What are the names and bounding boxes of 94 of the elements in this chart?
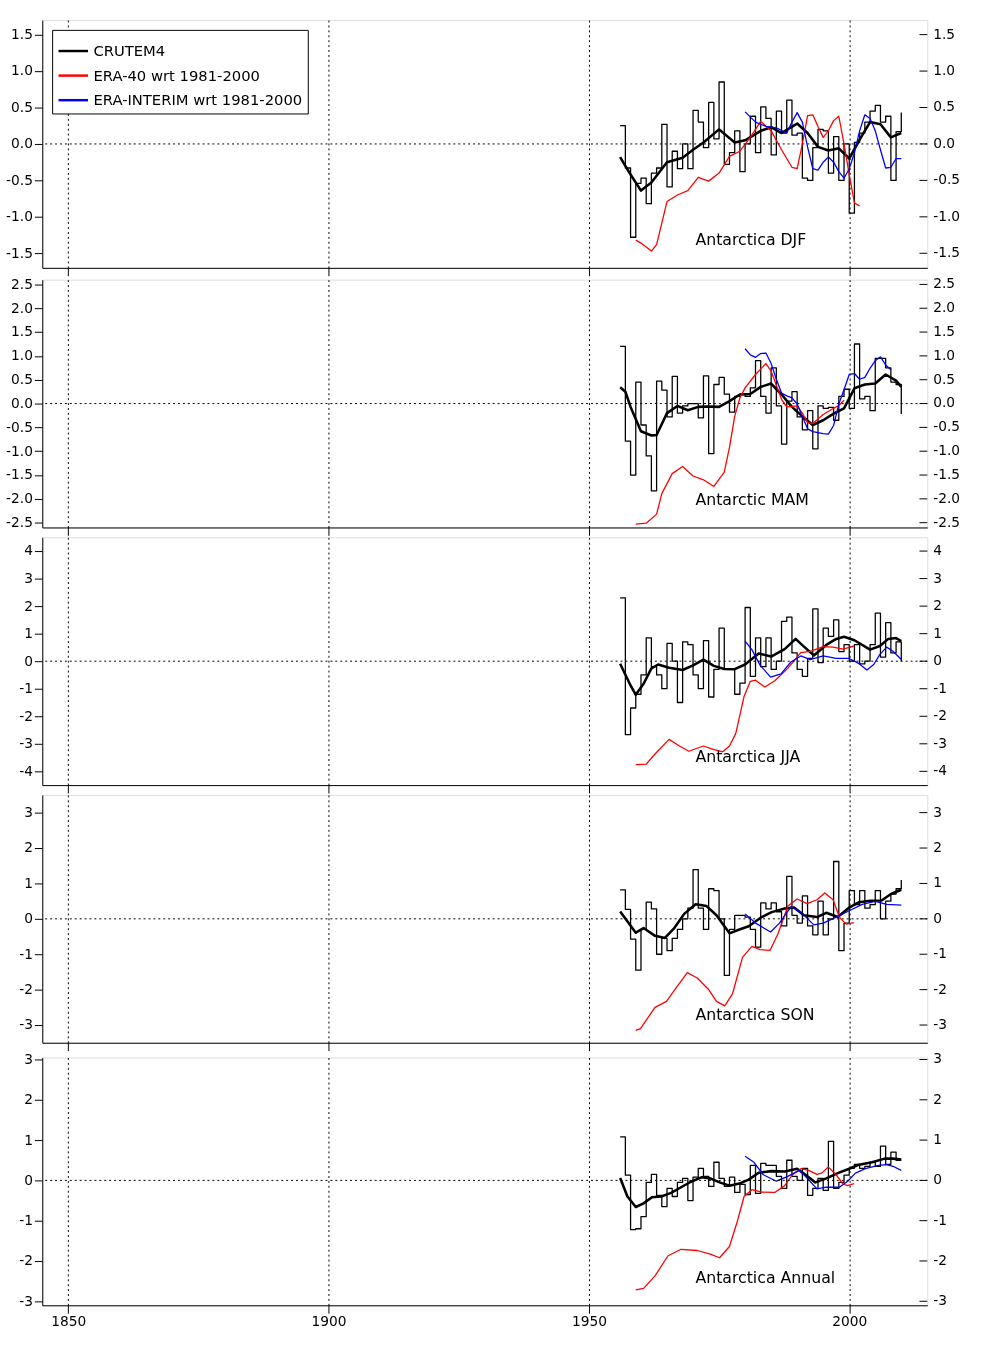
y2-tick-label: 2.0 <box>11 299 33 316</box>
y2-tick-label: 0.5 <box>11 371 33 388</box>
y2-tick-label: -4 <box>19 762 33 779</box>
legend-label: ERA-40 wrt 1981-2000 <box>93 66 260 84</box>
y2-tick-label: 0 <box>24 910 33 927</box>
y2-tick-label: -2.0 <box>6 490 33 507</box>
annotation: Antarctica DJF <box>695 230 807 250</box>
y-tick-label: -1 <box>933 1211 947 1228</box>
y2-tick-label: 2 <box>24 1091 33 1108</box>
y2-tick-label: -1.0 <box>6 442 33 459</box>
y-tick-label: 2 <box>933 838 942 855</box>
y-tick-label: -3 <box>933 734 947 751</box>
y2-tick-label: 0 <box>24 652 33 669</box>
legend-label: CRUTEM4 <box>93 41 166 59</box>
y2-tick-label: 0 <box>24 1171 33 1188</box>
legend-label: ERA-INTERIM wrt 1981-2000 <box>93 91 303 109</box>
y2-tick-label: 1 <box>24 874 33 891</box>
annotation: Antarctic MAM <box>695 489 809 509</box>
y2-tick-label: 0.0 <box>11 394 33 411</box>
y-tick-label: 1 <box>933 1131 942 1148</box>
y-tick-label: -1.5 <box>933 244 961 261</box>
y2-tick-label: -1.5 <box>6 466 33 483</box>
y2-tick-label: 3 <box>24 570 33 587</box>
y-tick-label: 4 <box>933 542 942 558</box>
x-tick-label: 1850 <box>51 1313 87 1330</box>
y2-tick-label: 2 <box>24 839 33 856</box>
y-tick-label: -1.5 <box>933 465 961 482</box>
y2-tick-label: -2.5 <box>6 514 33 531</box>
y-tick-label: -0.5 <box>933 418 961 435</box>
y-tick-label: 0 <box>933 652 942 669</box>
y2-tick-label: -3 <box>19 1016 33 1033</box>
y-tick-label: 1.0 <box>933 346 956 363</box>
annotation: Antarctica Annual <box>695 1267 836 1287</box>
y-tick-label: -0.5 <box>933 171 961 188</box>
y2-tick-label: 1.5 <box>11 323 33 340</box>
y-tick-label: 0 <box>933 1171 942 1188</box>
y-tick-label: 2 <box>933 597 942 614</box>
y-tick-label: -2 <box>933 1251 947 1268</box>
y-tick-label: 3 <box>933 569 942 586</box>
y-tick-label: 2.5 <box>933 275 956 292</box>
y2-tick-label: 1.5 <box>11 26 33 43</box>
y-tick-label: -1 <box>933 679 947 696</box>
y-tick-label: -2.5 <box>933 513 961 530</box>
y2-tick-label: -1.5 <box>6 244 33 261</box>
y2-tick-label: 1.0 <box>11 347 33 364</box>
y2-tick-label: -3 <box>19 735 33 752</box>
y-tick-label: 1.5 <box>933 323 956 340</box>
y2-tick-label: 1 <box>24 1131 33 1148</box>
y2-tick-label: 2 <box>24 597 33 614</box>
y2-tick-label: -1 <box>19 1212 33 1229</box>
y2-tick-label: 0.0 <box>11 135 33 152</box>
y2-tick-label: -3 <box>19 1292 33 1309</box>
y-tick-label: 0.0 <box>933 134 956 151</box>
y2-tick-label: -1 <box>19 680 33 697</box>
y2-tick-label: 1 <box>24 625 33 642</box>
y2-tick-label: -2 <box>19 981 33 998</box>
y-tick-label: 1 <box>933 624 942 641</box>
y2-tick-label: -0.5 <box>6 171 33 188</box>
y-tick-label: 0.5 <box>933 98 956 115</box>
x-tick-label: 1900 <box>311 1313 347 1330</box>
y-tick-label: -4 <box>933 762 947 779</box>
y2-tick-label: -2 <box>19 707 33 724</box>
y-tick-label: -2.0 <box>933 489 961 506</box>
y-tick-label: 0.0 <box>933 394 956 411</box>
y2-tick-label: 3 <box>24 804 33 821</box>
y2-tick-label: 2.5 <box>11 275 33 292</box>
y2-tick-label: -1.0 <box>6 208 33 225</box>
y-tick-label: 1.0 <box>933 62 956 78</box>
y-tick-label: 3 <box>933 803 942 820</box>
y-tick-label: -2 <box>933 707 947 724</box>
y-tick-label: 3 <box>933 1050 942 1067</box>
x-tick-label: 1950 <box>571 1313 607 1330</box>
y-tick-label: -1 <box>933 945 947 962</box>
y2-tick-label: 3 <box>24 1050 33 1067</box>
y2-tick-label: 4 <box>24 542 33 559</box>
y-tick-label: 1 <box>933 874 942 891</box>
y-tick-label: 1.5 <box>933 25 956 42</box>
y2-tick-label: -0.5 <box>6 418 33 435</box>
x-tick-label: 2000 <box>832 1313 868 1330</box>
y2-tick-label: -1 <box>19 945 33 962</box>
y2-tick-label: 0.5 <box>11 98 33 115</box>
y-tick-label: -1.0 <box>933 442 961 459</box>
y-tick-label: -1.0 <box>933 207 961 224</box>
y-tick-label: 0.5 <box>933 370 956 387</box>
y-tick-label: -3 <box>933 1015 947 1032</box>
y2-tick-label: -2 <box>19 1252 33 1269</box>
y-tick-label: 0 <box>933 909 942 926</box>
y-tick-label: -3 <box>933 1292 947 1309</box>
y2-tick-label: 1.0 <box>11 62 33 79</box>
annotation: Antarctica JJA <box>695 747 801 767</box>
annotation: Antarctica SON <box>695 1005 815 1025</box>
y-tick-label: 2 <box>933 1090 942 1107</box>
y-tick-label: -2 <box>933 980 947 997</box>
y-tick-label: 2.0 <box>933 299 956 316</box>
